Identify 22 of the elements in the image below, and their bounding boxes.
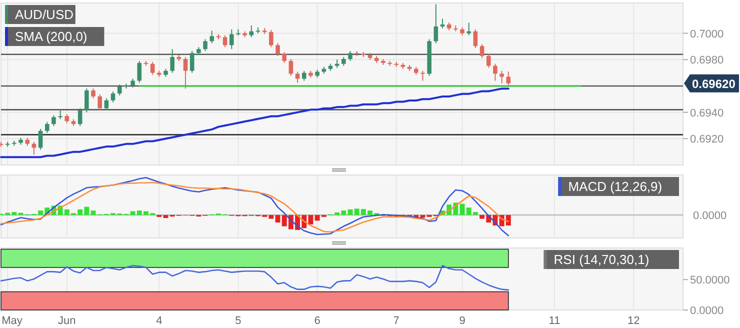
y-tick-label: 0.6920 — [690, 134, 724, 146]
y-tick-label: 0.6980 — [690, 54, 724, 67]
legend-label: SMA (200,0) — [15, 29, 88, 44]
y-tick-label: 0.0000 — [690, 305, 724, 317]
title-tab: MACD (12,26,9) — [558, 177, 679, 196]
x-tick-label: 12 — [627, 315, 640, 327]
x-tick-label: 7 — [393, 315, 400, 327]
text: 0.69620 — [692, 76, 736, 91]
x-tick-label: Jun — [58, 315, 76, 327]
chart-title: RSI (14,70,30,1) — [554, 252, 650, 267]
x-tick-label: 9 — [459, 315, 466, 327]
x-tick-label: 4 — [156, 315, 162, 327]
title-tab: RSI (14,70,30,1) — [544, 250, 679, 269]
x-tick-label: 6 — [314, 315, 320, 327]
legend-label: AUD/USD — [15, 7, 74, 22]
y-tick-label: 0.7000 — [690, 28, 724, 40]
y-tick-label: 0.6940 — [690, 107, 724, 120]
y-tick-label: 50.0000 — [690, 274, 730, 287]
chart-title: MACD (12,26,9) — [568, 179, 662, 194]
x-tick-label: 11 — [548, 315, 560, 327]
x-tick-label: 5 — [235, 315, 242, 327]
x-tick-label: May — [2, 315, 23, 327]
